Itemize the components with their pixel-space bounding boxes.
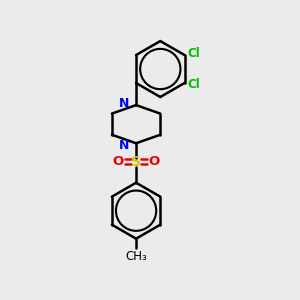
Text: O: O (112, 155, 124, 168)
Text: Cl: Cl (187, 78, 200, 91)
Text: N: N (119, 139, 130, 152)
Text: O: O (149, 155, 160, 168)
Text: CH₃: CH₃ (125, 250, 147, 263)
Text: S: S (131, 154, 141, 169)
Text: N: N (119, 97, 130, 110)
Text: Cl: Cl (187, 47, 200, 60)
